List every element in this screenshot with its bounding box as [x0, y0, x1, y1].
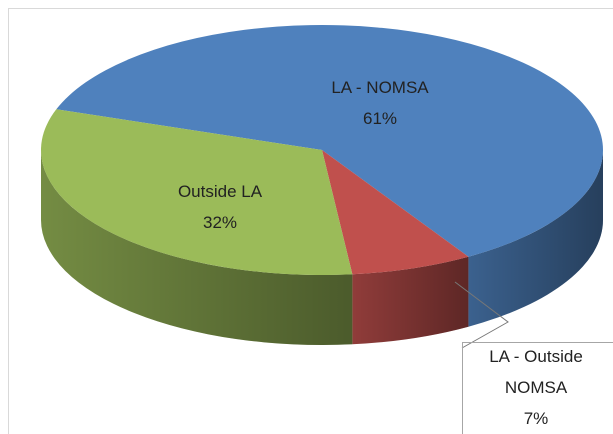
label-category: Outside LA: [177, 182, 263, 201]
slice-side-shade: [352, 256, 469, 345]
pie-sides: [41, 150, 603, 345]
chart-border: [8, 8, 613, 434]
slice: [322, 150, 469, 275]
label-value: 7%: [523, 409, 549, 428]
slice-side-shade: [41, 150, 353, 345]
data-label: Outside LA 32%: [120, 176, 320, 238]
label-value: 61%: [362, 109, 398, 128]
slice: [56, 24, 604, 257]
label-value: 32%: [202, 213, 238, 232]
label-category: LA - Outside NOMSA: [489, 347, 583, 397]
leader-line: [454, 281, 509, 349]
pie-tops: [41, 24, 604, 275]
data-label: LA - Outside NOMSA 7%: [471, 341, 601, 434]
label-box: [462, 342, 613, 434]
data-label: LA - NOMSA 61%: [280, 72, 480, 134]
slice: [41, 109, 353, 275]
label-category: LA - NOMSA: [331, 78, 429, 97]
slice-side-shade: [468, 150, 603, 327]
